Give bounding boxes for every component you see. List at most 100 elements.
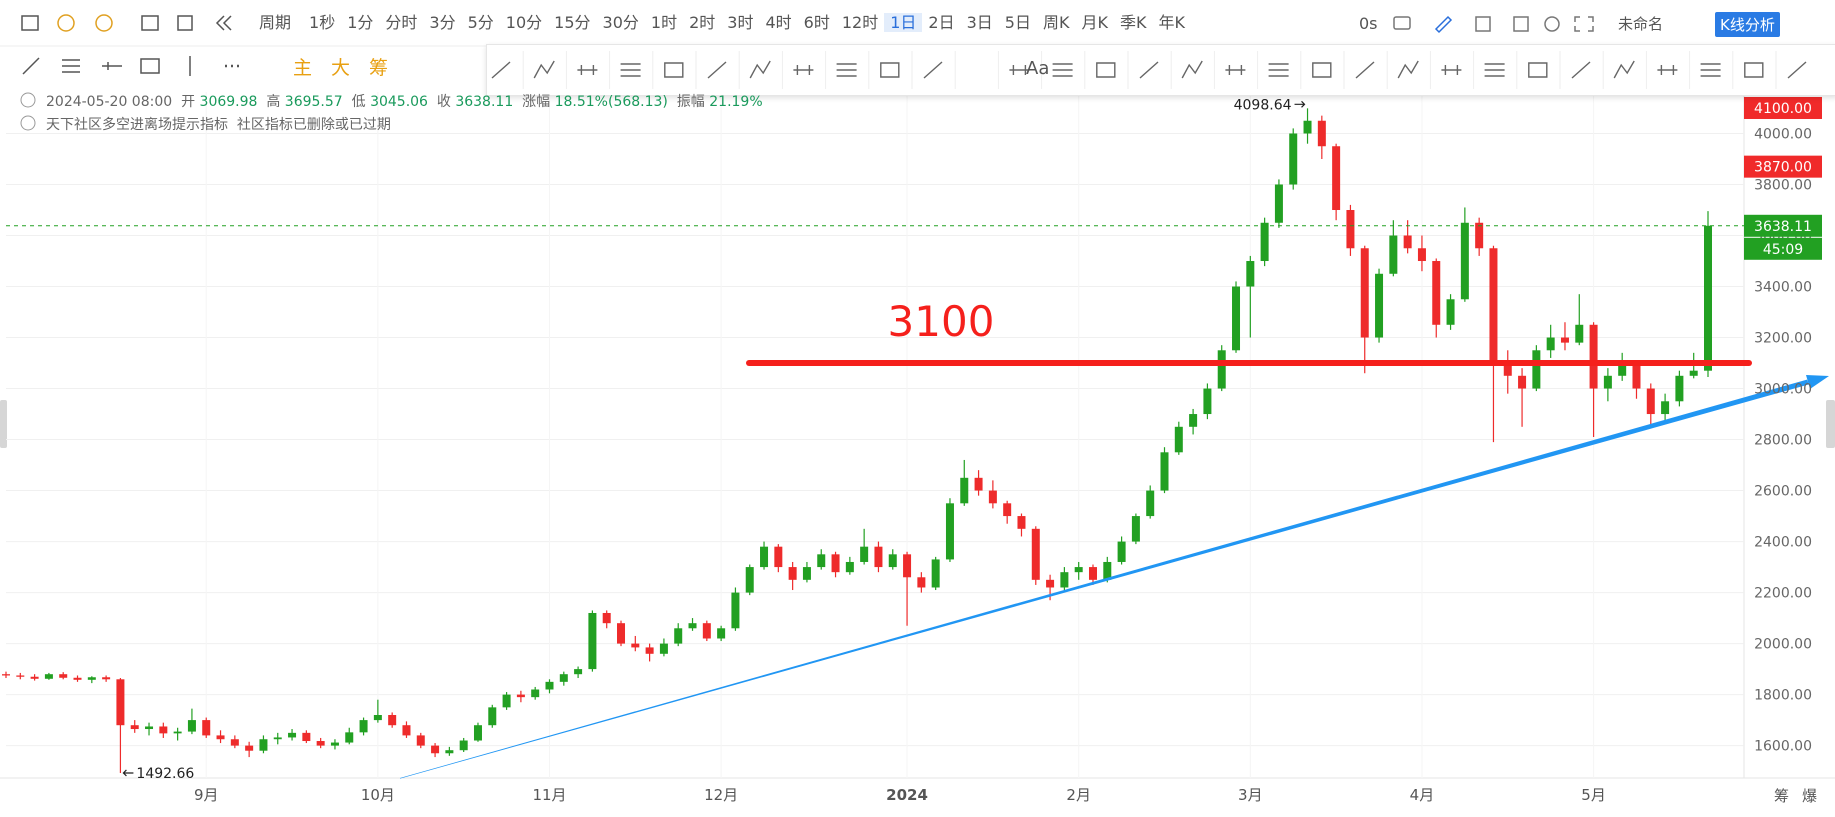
icon[interactable]: [141, 15, 159, 31]
text-tool[interactable]: Aa: [1026, 58, 1050, 79]
period-option[interactable]: 12时: [841, 13, 879, 32]
icon[interactable]: [22, 57, 40, 75]
icon[interactable]: [21, 15, 39, 31]
period-option[interactable]: 3时: [727, 13, 754, 32]
draw-tool-icon[interactable]: [707, 61, 727, 79]
collapse-icon[interactable]: [20, 92, 36, 108]
period-option[interactable]: 年K: [1158, 13, 1185, 32]
candle-body: [974, 477, 983, 491]
candle-body: [1260, 222, 1269, 262]
draw-tool-icon[interactable]: [1225, 65, 1246, 75]
draw-tool-icon[interactable]: [1009, 65, 1030, 75]
x-tick-label: 9月: [194, 786, 219, 804]
icon[interactable]: [1393, 16, 1411, 30]
analysis-button[interactable]: K线分析: [1715, 12, 1780, 37]
draw-tool-icon[interactable]: [1744, 62, 1764, 78]
period-option[interactable]: 6时: [803, 13, 830, 32]
draw-tool-icon[interactable]: [1052, 63, 1073, 77]
draw-tool-icon[interactable]: [1613, 60, 1635, 79]
period-option[interactable]: 月K: [1081, 13, 1108, 32]
corner-burst[interactable]: 爆: [1802, 787, 1818, 805]
period-option[interactable]: 分时: [385, 13, 418, 32]
candle-body: [802, 567, 811, 580]
icon[interactable]: [140, 58, 160, 74]
period-option[interactable]: 1分: [347, 13, 374, 32]
draw-tool-icon[interactable]: [1181, 60, 1203, 79]
icon[interactable]: [95, 14, 113, 32]
icon[interactable]: [1513, 16, 1529, 32]
period-option[interactable]: 1秒: [309, 13, 336, 32]
candle-body: [1589, 324, 1598, 389]
workspace[interactable]: 未命名: [1618, 14, 1664, 33]
draw-tool-icon[interactable]: [836, 63, 857, 77]
icon[interactable]: [1475, 16, 1491, 32]
period-option[interactable]: 2时: [689, 13, 716, 32]
period-option[interactable]: 4时: [765, 13, 792, 32]
draw-tool-icon[interactable]: [1528, 62, 1548, 78]
icon[interactable]: [1544, 16, 1560, 32]
icon[interactable]: [102, 62, 122, 70]
icon[interactable]: [62, 59, 80, 73]
candle-body: [831, 554, 840, 573]
countdown-tag: [1744, 237, 1822, 260]
icon[interactable]: [177, 15, 193, 31]
collapse-icon[interactable]: [20, 115, 36, 131]
draw-tool-icon[interactable]: [1312, 62, 1332, 78]
draw-tool-icon[interactable]: [1096, 62, 1116, 78]
draw-tool-icon[interactable]: [1484, 63, 1505, 77]
draw-tool-icon[interactable]: [923, 61, 943, 79]
big-indicator[interactable]: 大: [331, 56, 351, 79]
x-tick-label: 5月: [1581, 786, 1606, 804]
draw-tool-icon[interactable]: [1397, 60, 1419, 79]
draw-tool-icon[interactable]: [1268, 63, 1289, 77]
period-option[interactable]: 1日: [884, 13, 923, 32]
trend-arrow: [1806, 375, 1829, 389]
draw-tool-icon[interactable]: [1571, 61, 1591, 79]
period-option[interactable]: 5分: [467, 13, 494, 32]
candle-body: [288, 732, 297, 738]
icon[interactable]: [215, 15, 232, 31]
period-option[interactable]: 1时: [650, 13, 678, 32]
period-option[interactable]: 3分: [429, 13, 456, 32]
left-tab[interactable]: [0, 400, 7, 448]
timer[interactable]: 0s: [1359, 13, 1378, 33]
period-option[interactable]: 3日: [966, 13, 993, 32]
period-option[interactable]: 季K: [1119, 13, 1147, 32]
draw-tool-icon[interactable]: [1700, 63, 1721, 77]
period-option[interactable]: 5日: [1004, 13, 1031, 32]
icon[interactable]: [57, 14, 75, 32]
draw-tool-icon[interactable]: [793, 65, 814, 75]
icon[interactable]: [1574, 16, 1594, 32]
icon[interactable]: [1434, 15, 1453, 34]
draw-tool-icon[interactable]: [491, 61, 511, 79]
candle-body: [473, 725, 482, 741]
change-label: 涨幅: [522, 94, 551, 110]
draw-tool-icon[interactable]: [1657, 65, 1678, 75]
draw-tool-icon[interactable]: [1139, 61, 1159, 79]
draw-tool-icon[interactable]: [880, 62, 900, 78]
period-option[interactable]: 15分: [554, 13, 591, 32]
draw-tool-icon[interactable]: [620, 63, 641, 77]
candle-body: [1632, 363, 1641, 389]
candle-body: [1560, 337, 1569, 343]
period-option[interactable]: 周K: [1042, 13, 1070, 32]
draw-tool-icon[interactable]: [1355, 61, 1375, 79]
candle-body: [44, 674, 53, 679]
main-indicator[interactable]: 主: [293, 56, 313, 79]
chips-indicator[interactable]: 筹: [369, 56, 389, 79]
right-tab[interactable]: [1826, 400, 1835, 448]
period-option[interactable]: 2日: [928, 13, 955, 32]
period-menu[interactable]: 周期: [259, 13, 292, 32]
draw-tool-icon[interactable]: [664, 62, 684, 78]
draw-tool-icon[interactable]: [749, 60, 771, 79]
draw-tool-icon[interactable]: [1787, 61, 1807, 79]
corner-chips[interactable]: 筹: [1774, 787, 1790, 805]
low-arrow: [122, 769, 134, 777]
draw-tool-icon[interactable]: [577, 65, 598, 75]
draw-tool-icon[interactable]: [1441, 65, 1462, 75]
period-option[interactable]: 10分: [505, 13, 543, 32]
draw-tool-icon[interactable]: [533, 60, 555, 79]
candle-body: [330, 742, 339, 746]
candle-body: [1003, 503, 1012, 517]
period-option[interactable]: 30分: [602, 13, 639, 32]
